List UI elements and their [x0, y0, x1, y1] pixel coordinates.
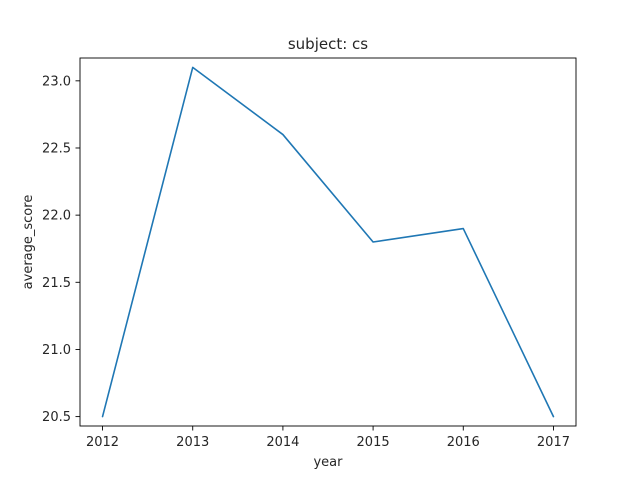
chart-title: subject: cs [288, 35, 368, 53]
y-tick-label: 21.5 [42, 276, 71, 291]
axes-frame [79, 57, 577, 427]
x-tick-label: 2017 [537, 435, 570, 450]
y-tick-label: 20.5 [42, 410, 71, 425]
x-tick-label: 2014 [266, 435, 299, 450]
y-axis-label: average_score [21, 195, 36, 290]
series-line-0 [101, 66, 555, 418]
y-tick-label: 22.5 [42, 141, 71, 156]
y-tick-label: 23.0 [42, 74, 71, 89]
y-tick-label: 21.0 [42, 343, 71, 358]
x-tick-label: 2012 [86, 435, 119, 450]
x-tick-label: 2015 [357, 435, 390, 450]
x-tick-label: 2013 [176, 435, 209, 450]
x-axis-label: year [313, 455, 343, 470]
x-tick-label: 2016 [447, 435, 480, 450]
y-tick-label: 22.0 [42, 209, 71, 224]
plot-area: 2012 2013 2014 2015 2016 2017 20.5 21.0 21.5 22.0… [42, 57, 577, 450]
